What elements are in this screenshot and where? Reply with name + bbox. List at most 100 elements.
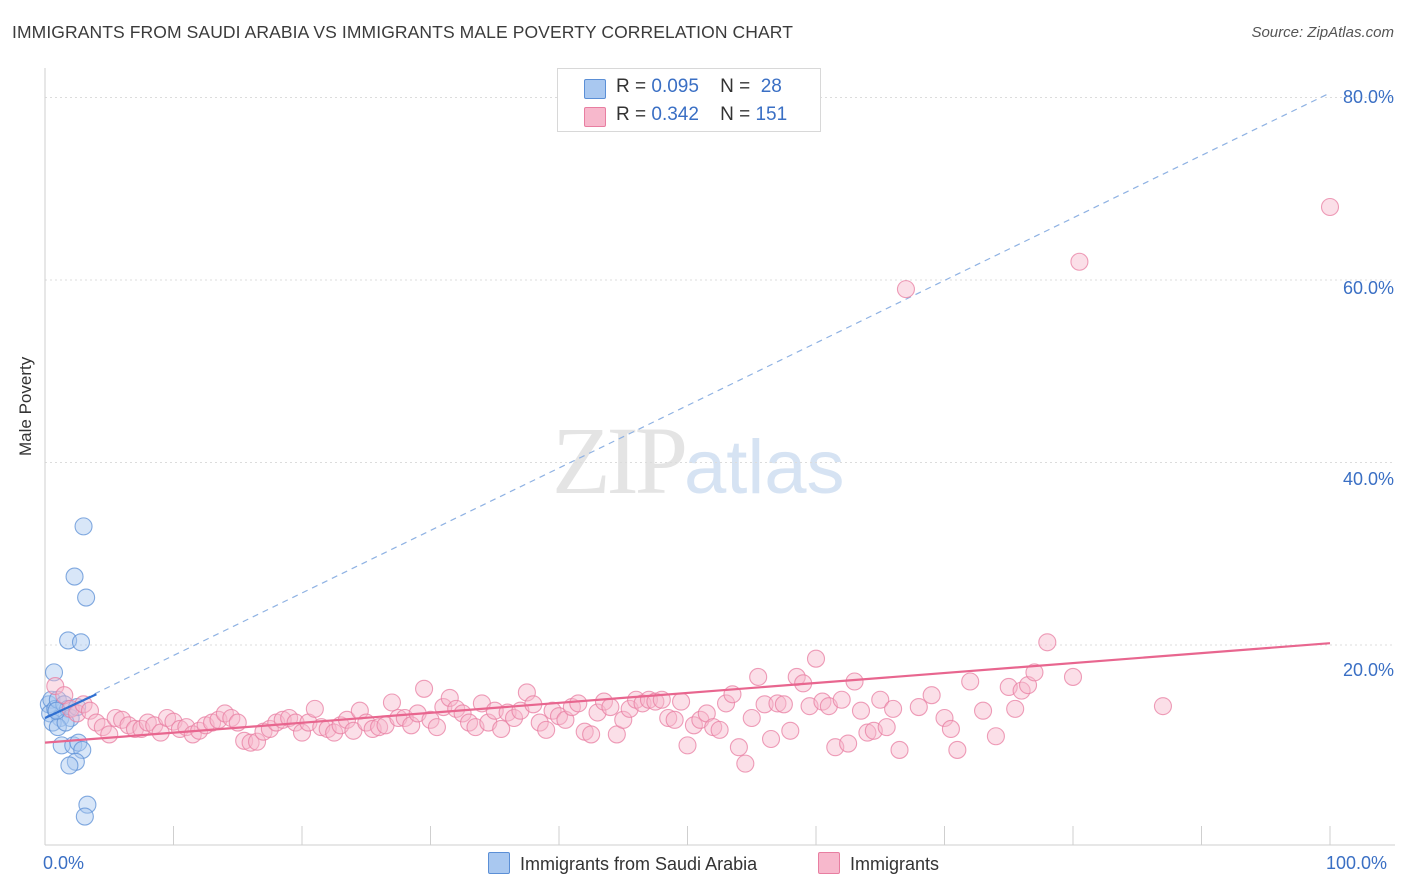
- immigrant-point: [402, 716, 421, 735]
- immigrant-point: [973, 701, 993, 720]
- immigrant-point: [922, 686, 941, 705]
- bottom-legend-saudi: Immigrants from Saudi Arabia: [488, 852, 757, 875]
- bottom-legend-label-immigrants: Immigrants: [850, 854, 940, 874]
- immigrant-point: [235, 731, 254, 750]
- immigrant-point: [672, 692, 691, 711]
- immigrant-point: [986, 727, 1005, 746]
- immigrant-point: [716, 694, 736, 713]
- immigrant-point: [1153, 697, 1172, 716]
- immigrant-point: [659, 708, 678, 728]
- immigrant-point: [569, 694, 588, 713]
- immigrant-point: [517, 683, 536, 702]
- y-tick-label-80: 80.0%: [1342, 87, 1394, 107]
- saudi-point: [44, 663, 64, 682]
- immigrant-point: [742, 708, 761, 728]
- immigrant-point: [1038, 633, 1057, 652]
- immigrant-point: [941, 719, 960, 739]
- legend-n-label: N =: [720, 76, 751, 97]
- immigrant-point: [774, 695, 793, 714]
- immigrant-point: [241, 733, 260, 752]
- immigrant-point: [832, 690, 851, 709]
- x-tick-label-max: 100.0%: [1326, 853, 1388, 873]
- immigrant-point: [1006, 699, 1025, 718]
- immigrant-point: [909, 697, 928, 717]
- immigrant-point: [93, 718, 112, 737]
- immigrant-point: [781, 721, 800, 740]
- legend-r-label: R =: [616, 104, 647, 125]
- saudi-trend-line: [44, 693, 97, 719]
- immigrant-point: [839, 734, 858, 753]
- stats-legend: R = 0.095 N = 28 R = 0.342 N = 151: [557, 68, 821, 132]
- immigrant-point: [761, 729, 781, 749]
- saudi-point: [74, 517, 93, 536]
- immigrant-point: [1070, 252, 1089, 271]
- immigrant-point: [678, 736, 697, 755]
- immigrant-point: [806, 649, 826, 668]
- immigrant-point: [222, 708, 241, 728]
- legend-n-value: 28: [760, 76, 782, 97]
- bottom-legend-swatch-immigrants: [818, 852, 840, 874]
- x-tick-label-min: 0.0%: [43, 853, 85, 873]
- immigrant-point: [100, 725, 119, 744]
- immigrant-point: [755, 695, 774, 714]
- immigrant-point: [729, 738, 748, 757]
- bottom-legend-label-saudi: Immigrants from Saudi Arabia: [520, 854, 758, 874]
- y-axis-label: Male Poverty: [16, 356, 35, 456]
- immigrant-point: [768, 694, 787, 713]
- immigrant-point: [447, 699, 466, 718]
- immigrant-point: [710, 720, 729, 739]
- saudi-point: [73, 740, 92, 759]
- y-tick-label-60: 60.0%: [1342, 278, 1394, 298]
- immigrant-point: [280, 708, 299, 728]
- source-credit: Source: ZipAtlas.com: [1251, 24, 1394, 41]
- immigrant-trend-line: [44, 642, 1331, 744]
- legend-n-value: 151: [755, 104, 788, 125]
- immigrant-point: [530, 713, 549, 732]
- immigrant-point: [504, 708, 524, 728]
- immigrant-point: [601, 697, 620, 717]
- watermark-atlas: atlas: [684, 425, 845, 510]
- immigrant-point: [292, 723, 312, 742]
- trend-extrapolation-line: [44, 92, 1331, 719]
- legend-r-label: R =: [616, 76, 647, 97]
- immigrant-point: [665, 710, 684, 729]
- immigrant-point: [427, 718, 446, 737]
- legend-swatch-saudi: [584, 79, 606, 99]
- saudi-point: [77, 588, 96, 607]
- immigrant-point: [382, 693, 402, 712]
- immigrant-point: [421, 710, 440, 729]
- saudi-point: [78, 795, 97, 814]
- immigrant-point: [344, 721, 363, 740]
- immigrant-point: [851, 701, 871, 720]
- immigrant-point: [325, 723, 344, 742]
- immigrant-point: [459, 713, 479, 732]
- saudi-point: [71, 633, 91, 652]
- immigrant-point: [871, 690, 890, 709]
- immigrant-point: [80, 701, 100, 720]
- y-tick-label-40: 40.0%: [1342, 469, 1394, 489]
- immigrant-point: [415, 679, 434, 698]
- saudi-point: [65, 567, 84, 586]
- immigrant-point: [370, 718, 389, 737]
- immigrant-point: [890, 740, 909, 759]
- immigrant-point: [537, 720, 556, 739]
- y-tick-label-20: 20.0%: [1342, 660, 1394, 680]
- immigrant-point: [736, 754, 755, 773]
- saudi-point: [75, 807, 94, 826]
- immigrant-point: [961, 672, 980, 691]
- bottom-legend-swatch-saudi: [488, 852, 510, 874]
- immigrant-point: [492, 719, 511, 739]
- legend-r-value: 0.095: [651, 76, 699, 97]
- legend-r-value: 0.342: [651, 104, 699, 125]
- immigrant-point: [87, 713, 106, 732]
- legend-swatch-immigrants: [584, 107, 606, 127]
- immigrant-point: [858, 723, 877, 742]
- saudi-point: [60, 756, 79, 775]
- immigrant-point: [215, 704, 234, 723]
- immigrant-point: [877, 718, 896, 737]
- immigrant-point: [1025, 663, 1044, 682]
- immigrant-point: [884, 699, 903, 718]
- bottom-legend-immigrants: Immigrants: [818, 852, 939, 875]
- immigrant-point: [247, 732, 267, 751]
